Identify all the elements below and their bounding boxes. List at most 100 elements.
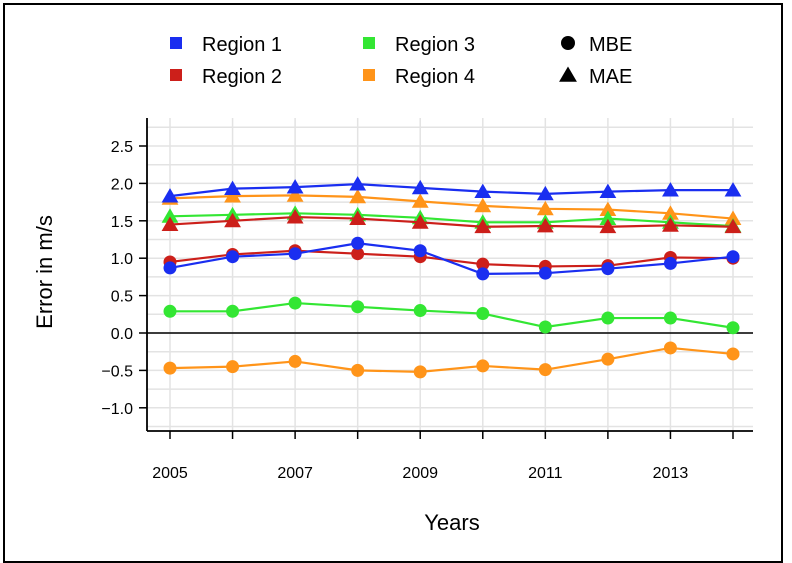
data-point-region-3-mbe	[601, 311, 615, 325]
data-point-region-2-mae	[599, 218, 617, 234]
axes: 2.5 2.0 1.5 1.0 0.5 0.0 −0.5 −1.0 2005 2007 2009 20…	[101, 118, 753, 482]
data-point-region-3-mae	[599, 210, 617, 225]
data-point-region-2-mbe	[476, 257, 490, 271]
series-region-2-mae	[161, 209, 742, 234]
data-point-region-4-mae	[474, 197, 492, 213]
legend-label: Region 3	[395, 34, 475, 56]
data-point-region-4-mae	[349, 188, 367, 204]
data-point-region-3-mbe	[413, 304, 427, 318]
x-axis-title: Years	[424, 510, 479, 535]
data-point-region-4-mae	[662, 205, 679, 220]
data-point-region-4-mbe	[226, 360, 240, 374]
data-point-region-1-mbe	[663, 256, 677, 270]
y-axis-title: Error in m/s	[32, 215, 57, 329]
y-tick-label: 0.5	[111, 289, 133, 306]
legend-label: MBE	[589, 34, 632, 56]
data-point-region-2-mae	[349, 210, 367, 225]
data-point-region-2-mae	[724, 218, 742, 234]
legend-label: Region 2	[202, 66, 282, 88]
data-point-region-3-mbe	[726, 321, 740, 335]
series-line-region-3-mbe	[170, 301, 734, 329]
legend-label: MAE	[589, 66, 632, 88]
data-point-region-2-mae	[411, 214, 429, 229]
legend-circle-marker	[561, 36, 575, 50]
data-point-region-1-mae	[599, 183, 617, 199]
series-line-region-2-mbe	[169, 249, 734, 268]
data-point-region-4-mbe	[413, 365, 427, 379]
data-point-region-4-mae	[599, 201, 617, 216]
data-point-region-4-mbe	[351, 363, 365, 377]
data-point-region-1-mae	[724, 182, 742, 197]
series-region-1-mae	[161, 176, 742, 203]
x-tick-label: 2011	[528, 465, 563, 482]
data-point-region-1-mbe	[413, 244, 427, 258]
data-point-region-3-mbe	[351, 300, 365, 314]
series-line-region-1-mbe	[169, 242, 734, 276]
series-line-region-2-mae	[169, 215, 734, 228]
data-point-region-4-mbe	[601, 352, 615, 366]
gridlines	[147, 118, 753, 431]
data-point-region-1-mae	[161, 188, 179, 203]
data-point-region-1-mae	[474, 183, 492, 199]
legend-item-region-4: Region 4	[363, 66, 475, 88]
data-point-region-2-mbe	[351, 247, 365, 261]
series-region-3-mbe	[163, 296, 740, 335]
data-point-region-1-mae	[662, 182, 679, 197]
legend-item-region-1: Region 1	[170, 34, 282, 56]
x-tick-label: 2005	[152, 465, 188, 482]
data-point-region-4-mbe	[288, 354, 302, 368]
x-tick-label: 2009	[402, 465, 438, 482]
data-point-region-3-mbe	[163, 304, 177, 318]
data-point-region-1-mbe	[288, 247, 302, 261]
data-point-region-1-mbe	[726, 250, 740, 264]
data-point-region-1-mae	[411, 179, 429, 195]
legend: Region 1 Region 2 Region 3 Region 4 MBE MAE	[170, 34, 632, 88]
data-point-region-3-mbe	[476, 307, 490, 321]
y-tick-label: 1.5	[111, 214, 133, 231]
legend-swatch	[363, 69, 375, 81]
data-point-region-1-mbe	[538, 266, 552, 280]
legend-label: Region 4	[395, 66, 475, 88]
series-line-region-1-mae	[169, 183, 733, 198]
legend-item-region-2: Region 2	[170, 66, 282, 88]
data-point-region-1-mae	[349, 176, 367, 191]
data-point-region-1-mbe	[351, 236, 365, 250]
data-point-region-1-mbe	[163, 261, 177, 275]
data-point-region-1-mbe	[601, 262, 615, 276]
data-point-region-3-mae	[161, 208, 179, 223]
legend-item-region-3: Region 3	[363, 34, 475, 56]
legend-item-mbe: MBE	[561, 34, 632, 56]
data-point-region-3-mbe	[288, 296, 302, 310]
series-region-1-mbe	[163, 236, 740, 281]
data-point-region-1-mae	[536, 185, 554, 201]
legend-swatch	[363, 37, 375, 49]
series-line-region-3-mae	[169, 212, 734, 228]
data-point-region-1-mae	[286, 179, 304, 194]
y-tick-label: 1.0	[111, 251, 133, 268]
legend-swatch	[170, 37, 182, 49]
data-point-region-4-mbe	[726, 347, 740, 361]
data-point-region-4-mae	[286, 187, 304, 202]
data-point-region-3-mbe	[538, 320, 552, 334]
x-tick-label: 2007	[277, 465, 313, 482]
series-group	[161, 176, 742, 379]
series-line-region-4-mbe	[169, 346, 734, 373]
data-point-region-1-mbe	[476, 267, 490, 281]
data-point-region-4-mae	[536, 200, 554, 216]
y-tick-label: −1.0	[101, 401, 133, 418]
y-tick-label: 2.0	[111, 176, 133, 193]
y-tick-label: 0.0	[111, 326, 133, 343]
data-point-region-4-mae	[724, 210, 742, 225]
data-point-region-4-mae	[224, 188, 241, 203]
data-point-region-2-mae	[161, 216, 179, 231]
x-tick-label: 2013	[653, 465, 689, 482]
data-point-region-4-mae	[411, 193, 429, 208]
y-tick-label: 2.5	[111, 139, 133, 156]
data-point-region-3-mbe	[226, 304, 240, 318]
series-line-region-4-mae	[169, 194, 734, 220]
data-point-region-2-mae	[536, 218, 554, 233]
data-point-region-1-mae	[224, 180, 241, 196]
data-point-region-4-mbe	[476, 359, 490, 373]
y-tick-label: −0.5	[101, 363, 133, 380]
